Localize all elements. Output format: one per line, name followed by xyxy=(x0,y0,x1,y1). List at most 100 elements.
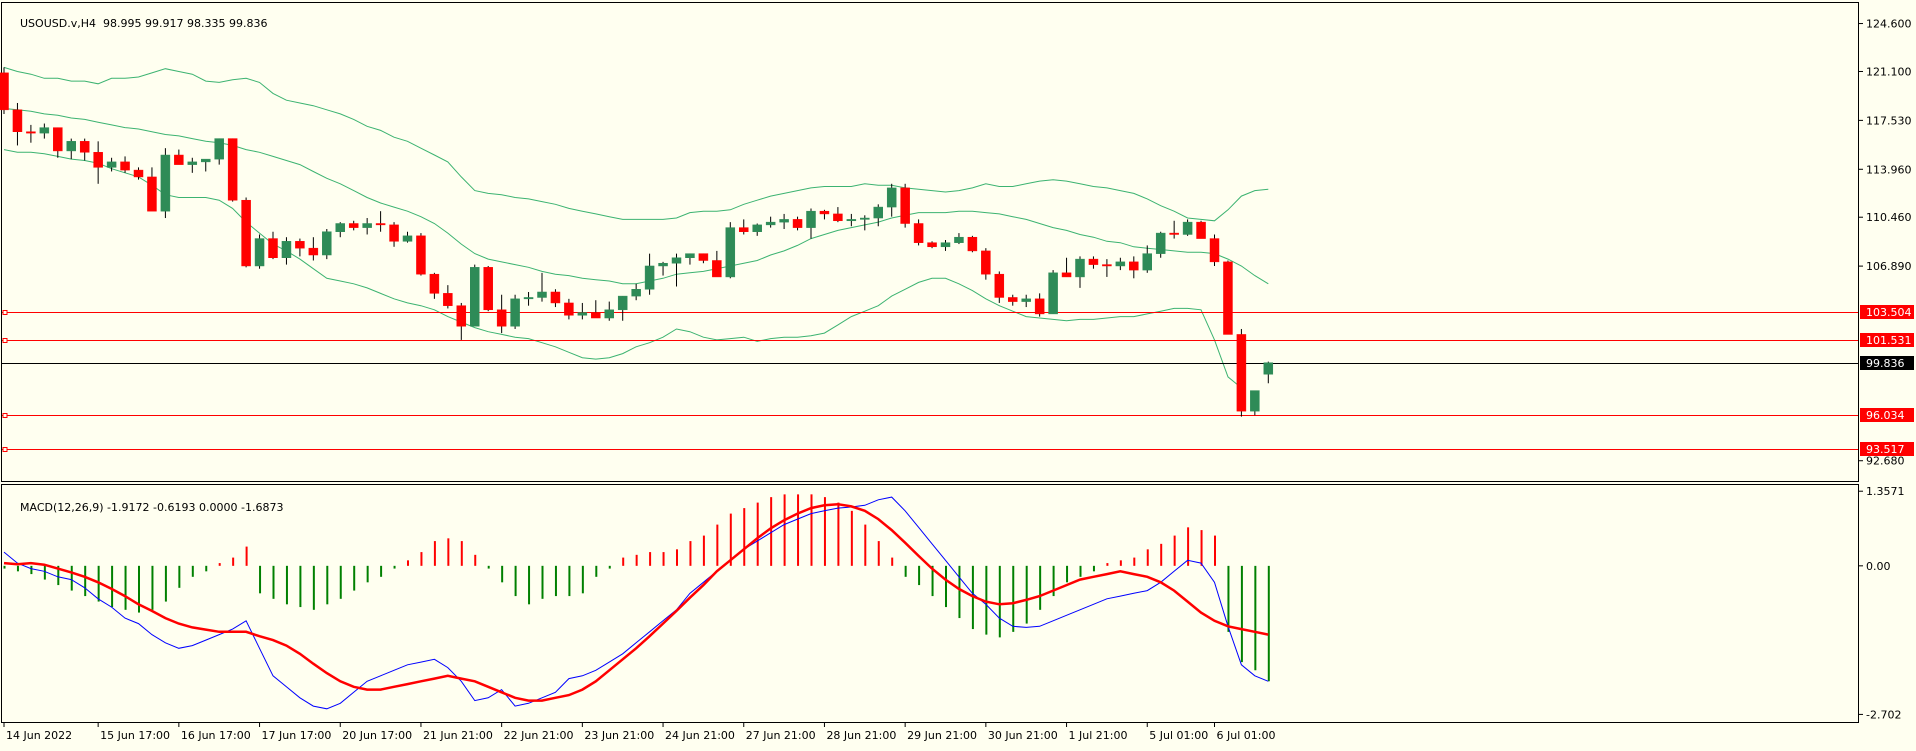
price-axis-label: 121.100 xyxy=(1866,65,1912,78)
price-level-tag xyxy=(1860,305,1914,319)
time-axis-label: 29 Jun 21:00 xyxy=(907,729,977,742)
level-anchor-marker xyxy=(2,413,8,418)
candle-body xyxy=(187,161,198,165)
time-axis-label: 16 Jun 17:00 xyxy=(181,729,251,742)
candle-body xyxy=(214,138,224,160)
candle-body xyxy=(577,312,588,316)
macd-main-line xyxy=(3,496,1269,710)
candle-body xyxy=(1021,298,1031,302)
candle-body xyxy=(1075,258,1085,278)
price-level-label: 99.836 xyxy=(1866,357,1905,370)
candle-body xyxy=(725,227,736,278)
candle-body xyxy=(1142,253,1152,271)
time-axis-label: 23 Jun 21:00 xyxy=(584,729,654,742)
time-axis-label: 20 Jun 17:00 xyxy=(342,729,412,742)
candle-body xyxy=(1169,232,1179,235)
candle-body xyxy=(819,210,830,215)
level-anchor-marker xyxy=(2,447,8,452)
candle-body xyxy=(1236,334,1247,412)
candle-body xyxy=(496,309,507,327)
macd-axis-label: 1.3571 xyxy=(1866,485,1905,498)
candle-body xyxy=(335,223,345,232)
candle-body xyxy=(1061,272,1072,278)
candle-body xyxy=(133,169,144,178)
candle-body xyxy=(389,224,399,242)
price-legend: USOUSD.v,H4 98.995 99.917 98.335 99.836 xyxy=(6,4,267,43)
candle-body xyxy=(604,309,614,319)
time-axis-label: 17 Jun 17:00 xyxy=(262,729,332,742)
candle-body xyxy=(362,223,372,228)
price-axis-label: 124.600 xyxy=(1866,18,1912,31)
candle-body xyxy=(120,161,130,171)
candle-body xyxy=(1048,272,1058,315)
candle-body xyxy=(779,219,789,223)
candle-body xyxy=(12,109,23,132)
price-level-label: 103.504 xyxy=(1866,306,1912,319)
candle-body xyxy=(1102,264,1112,267)
candle-body xyxy=(523,297,534,300)
price-level-label: 101.531 xyxy=(1866,334,1912,347)
candle-body xyxy=(227,138,238,201)
candle-body xyxy=(416,235,426,275)
candle-body xyxy=(1250,390,1260,412)
candle-body xyxy=(617,295,628,311)
ohlc-open: 98.995 xyxy=(102,17,142,30)
candle-body xyxy=(967,236,978,252)
candle-body xyxy=(470,267,480,327)
time-axis-label: 5 Jul 01:00 xyxy=(1149,729,1208,742)
candle-body xyxy=(483,267,493,311)
price-axis-label: 117.530 xyxy=(1866,114,1912,127)
macd-axis-label: 0.00 xyxy=(1866,560,1891,573)
candle-body xyxy=(981,250,991,275)
candle-body xyxy=(174,154,184,165)
time-axis-label: 28 Jun 21:00 xyxy=(826,729,896,742)
candle-body xyxy=(443,293,453,306)
macd-signal-line xyxy=(3,502,1269,702)
candle-body xyxy=(160,154,171,212)
candle-body xyxy=(93,152,103,168)
candle-body xyxy=(806,210,816,228)
candle-body xyxy=(712,260,722,278)
candle-body xyxy=(954,236,964,243)
price-level-label: 96.034 xyxy=(1866,409,1905,422)
candle-body xyxy=(752,224,762,232)
macd-value-2: -0.6193 xyxy=(153,501,196,514)
candle-body xyxy=(550,291,561,304)
level-anchor-marker xyxy=(2,338,8,343)
ohlc-close: 99.836 xyxy=(228,17,268,30)
candle-body xyxy=(927,242,937,248)
candle-body xyxy=(375,223,386,226)
time-axis-label: 14 Jun 2022 xyxy=(6,729,72,742)
candle-body xyxy=(241,199,251,267)
candle-body xyxy=(348,223,359,228)
macd-value-3: 0.0000 xyxy=(198,501,238,514)
time-axis-label: 15 Jun 17:00 xyxy=(100,729,170,742)
bollinger-lower-line xyxy=(3,149,1242,389)
price-level-tag xyxy=(1860,356,1914,370)
candle-body xyxy=(658,262,668,267)
candle-body xyxy=(886,187,897,208)
candle-body xyxy=(765,221,776,226)
price-axis-label: 92.680 xyxy=(1866,455,1905,468)
candle-body xyxy=(1182,221,1193,235)
candle-body xyxy=(1223,261,1233,335)
candle-body xyxy=(873,206,883,219)
candle-body xyxy=(698,253,709,261)
candle-body xyxy=(106,161,117,168)
price-panel-frame xyxy=(1,2,1859,482)
candle-body xyxy=(833,213,843,222)
candle-body xyxy=(644,265,655,290)
candle-body xyxy=(631,289,641,297)
candle-body xyxy=(322,231,332,256)
candle-body xyxy=(1209,238,1220,263)
candle-body xyxy=(66,141,76,152)
candle-body xyxy=(26,131,36,134)
candle-body xyxy=(1196,221,1206,239)
candle-body xyxy=(295,241,305,249)
candle-body xyxy=(1008,297,1018,302)
candle-body xyxy=(591,312,601,319)
candle-body xyxy=(510,298,520,327)
candle-body xyxy=(79,141,90,153)
